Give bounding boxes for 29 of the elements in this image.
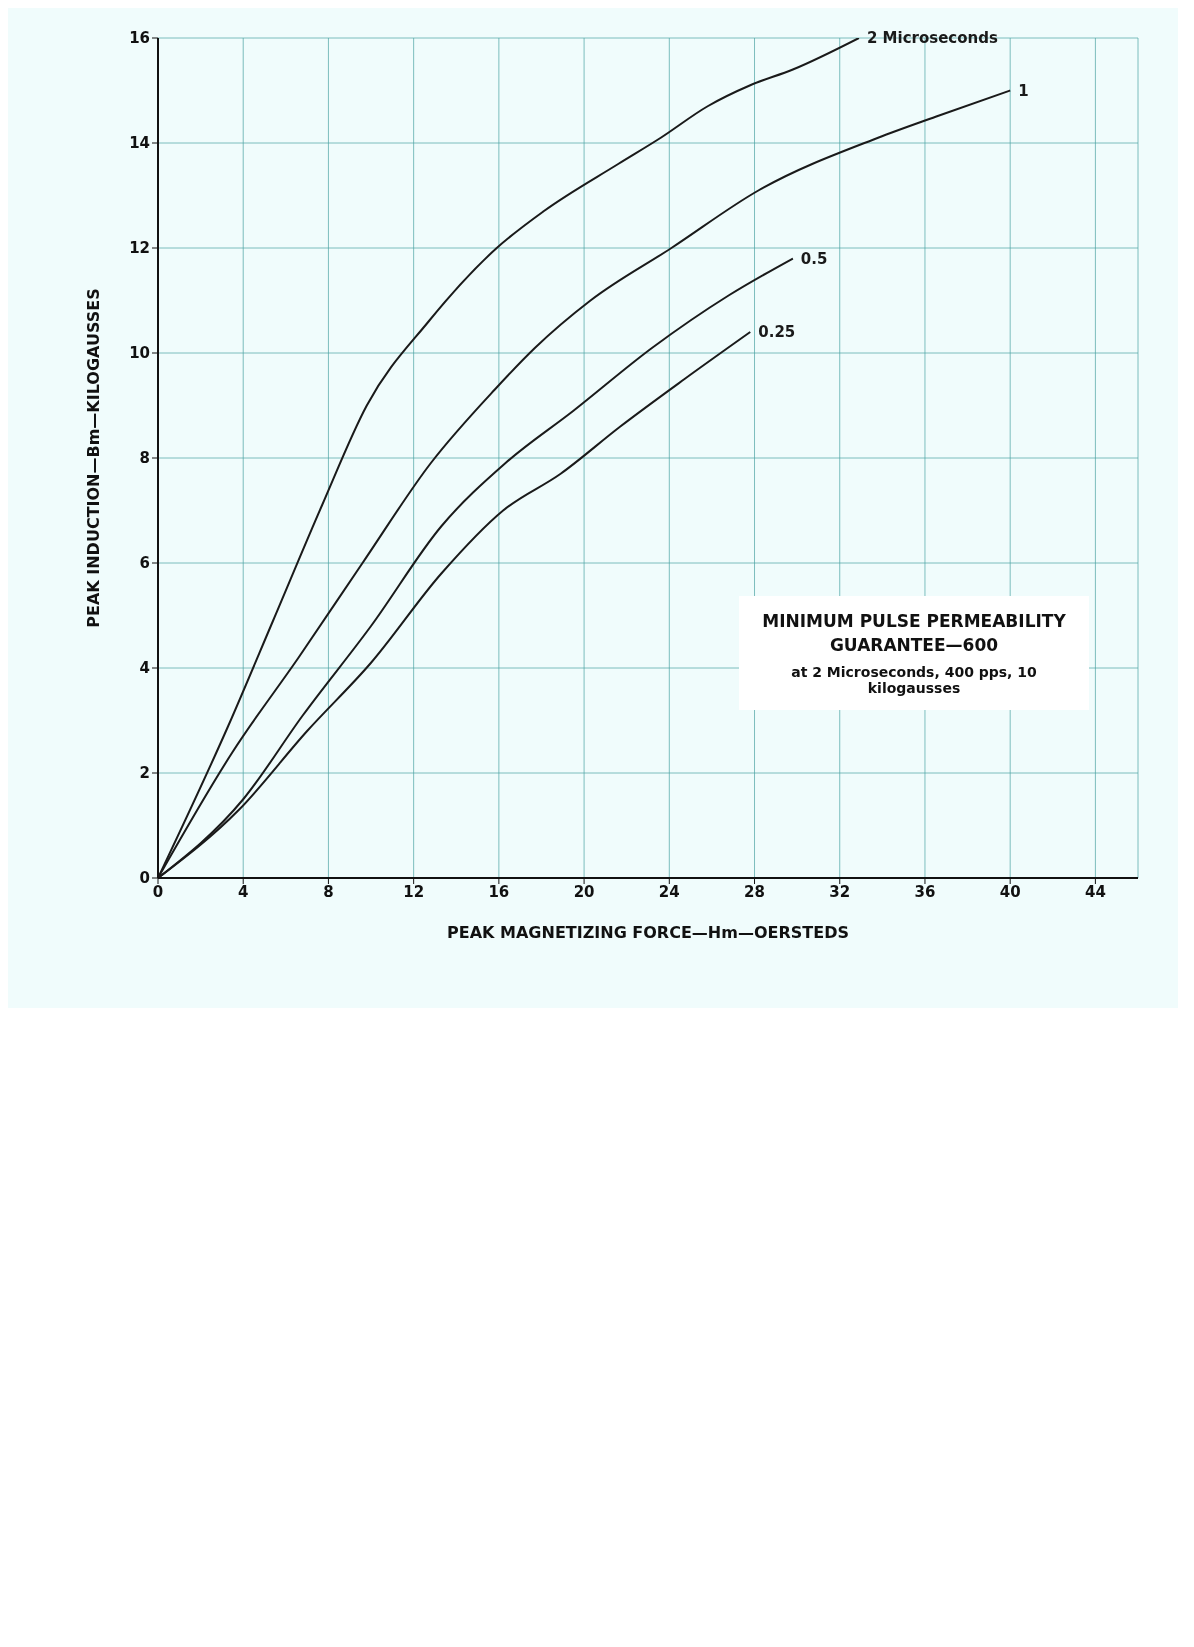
y-tick-label: 4 — [139, 659, 150, 678]
x-axis-title: PEAK MAGNETIZING FORCE—Hm—OERSTEDS — [447, 923, 849, 942]
y-axis-title: PEAK INDUCTION—Bm—KILOGAUSSES — [83, 288, 103, 628]
y-tick-label: 12 — [129, 239, 150, 258]
x-tick-label: 28 — [744, 882, 765, 901]
x-tick-label: 40 — [999, 882, 1021, 901]
y-tick-label: 8 — [139, 449, 150, 468]
y-tick-label: 0 — [139, 869, 150, 888]
x-tick-label: 12 — [403, 882, 425, 901]
y-tick-label: 10 — [129, 344, 150, 363]
text: at 2 Microseconds, 400 pps, 10 kilogausses — [790, 663, 1038, 696]
x-tick-label: 0 — [152, 882, 164, 901]
x-tick-label: 36 — [914, 882, 936, 901]
series-label: 2 Microseconds — [866, 29, 998, 47]
series-label: 0.5 — [800, 249, 828, 268]
series-label: 0.25 — [758, 323, 796, 341]
x-tick-label: 24 — [658, 882, 680, 901]
text: MINIMUM PULSE PERMEABILITY GUARANTEE—600 — [761, 610, 1067, 657]
x-tick-label: 44 — [1084, 882, 1106, 901]
x-tick-label: 20 — [573, 882, 595, 901]
x-tick-label: 16 — [488, 882, 510, 901]
x-tick-label: 32 — [829, 882, 851, 901]
series-label: 1 — [1018, 81, 1029, 100]
y-tick-label: 16 — [129, 29, 150, 48]
y-tick-label: 14 — [129, 134, 150, 153]
y-tick-label: 6 — [139, 554, 150, 573]
x-tick-label: 4 — [238, 882, 249, 901]
x-tick-label: 8 — [323, 882, 334, 901]
y-tick-label: 2 — [139, 764, 150, 783]
